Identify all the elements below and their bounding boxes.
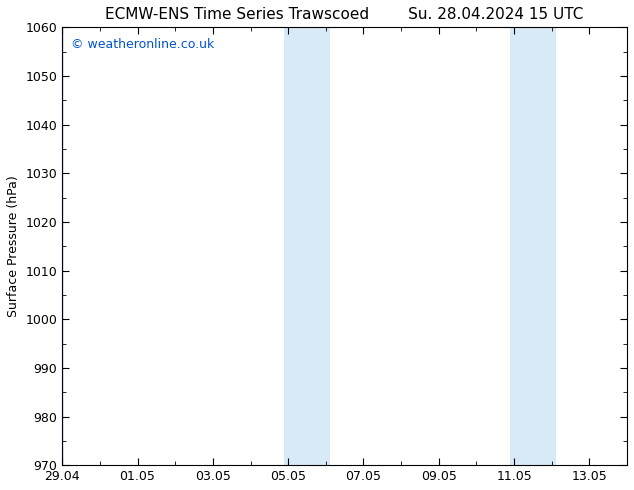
Bar	[60, 27, 64, 465]
Bar	[510, 27, 555, 465]
Title: ECMW-ENS Time Series Trawscoed        Su. 28.04.2024 15 UTC: ECMW-ENS Time Series Trawscoed Su. 28.04…	[105, 7, 584, 22]
Y-axis label: Surface Pressure (hPa): Surface Pressure (hPa)	[7, 175, 20, 317]
Text: © weatheronline.co.uk: © weatheronline.co.uk	[71, 38, 214, 51]
Bar	[285, 27, 330, 465]
